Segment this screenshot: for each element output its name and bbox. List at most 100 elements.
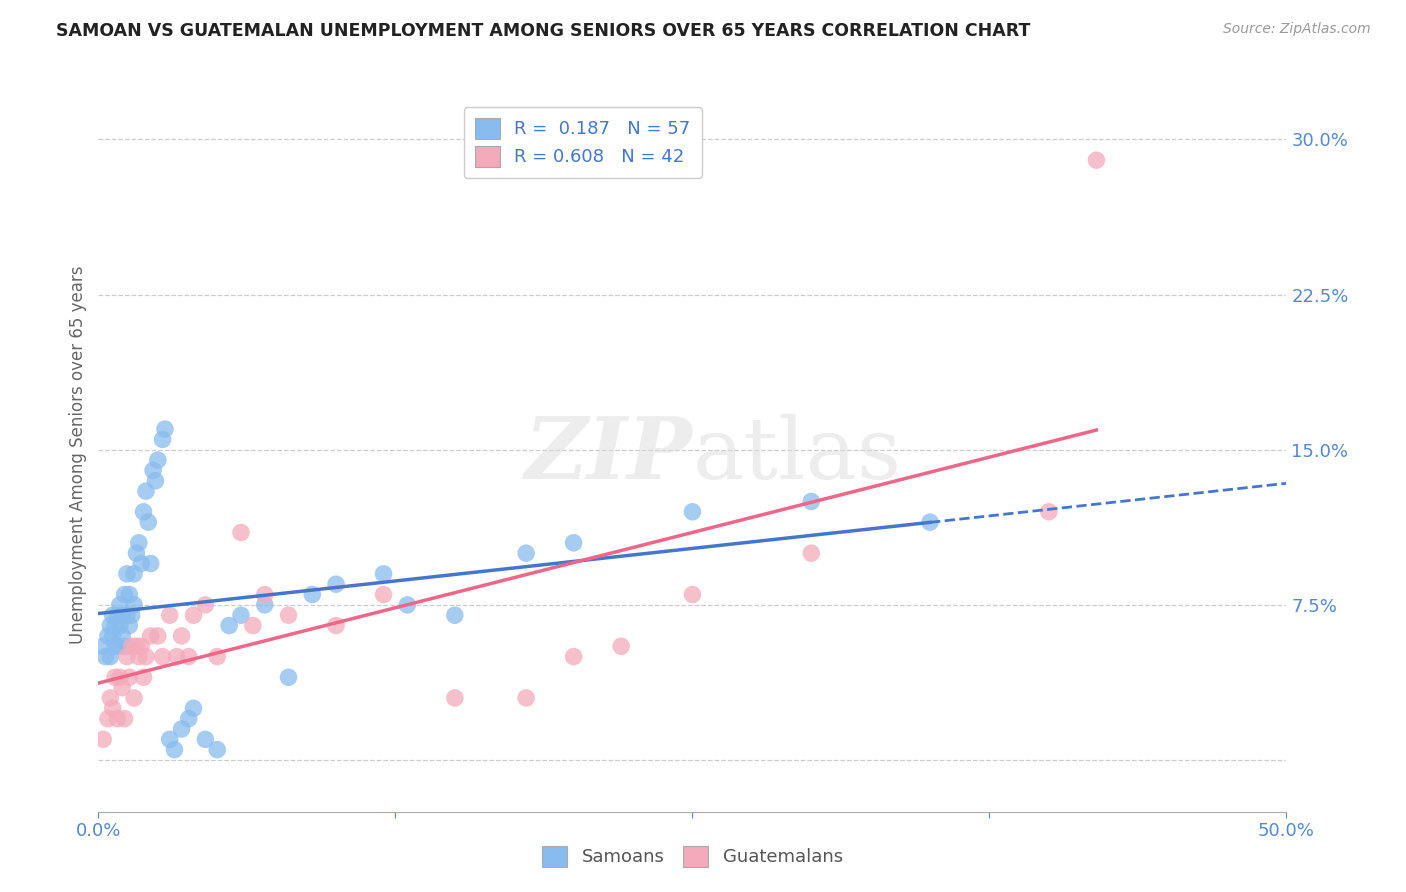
- Point: [135, 484, 157, 499]
- Point: [118, 618, 141, 632]
- Point: [207, 649, 229, 664]
- Point: [800, 494, 823, 508]
- Point: [135, 649, 157, 664]
- Text: Source: ZipAtlas.com: Source: ZipAtlas.com: [1223, 22, 1371, 37]
- Point: [121, 608, 143, 623]
- Point: [125, 546, 148, 560]
- Point: [373, 566, 395, 581]
- Point: [94, 649, 117, 664]
- Point: [108, 618, 131, 632]
- Point: [139, 557, 162, 571]
- Point: [562, 649, 585, 664]
- Point: [128, 536, 150, 550]
- Point: [107, 608, 129, 623]
- Point: [128, 649, 150, 664]
- Point: [194, 598, 217, 612]
- Point: [159, 732, 181, 747]
- Point: [104, 618, 127, 632]
- Point: [118, 670, 141, 684]
- Point: [104, 639, 127, 653]
- Point: [107, 639, 129, 653]
- Point: [253, 598, 276, 612]
- Point: [111, 681, 134, 695]
- Point: [159, 608, 181, 623]
- Point: [108, 598, 131, 612]
- Point: [104, 670, 127, 684]
- Point: [98, 618, 121, 632]
- Point: [277, 670, 299, 684]
- Point: [325, 618, 347, 632]
- Point: [108, 670, 131, 684]
- Point: [152, 649, 174, 664]
- Point: [91, 639, 114, 653]
- Point: [122, 598, 145, 612]
- Point: [118, 588, 141, 602]
- Point: [132, 670, 155, 684]
- Text: atlas: atlas: [693, 413, 901, 497]
- Text: ZIP: ZIP: [524, 413, 693, 497]
- Point: [444, 608, 467, 623]
- Point: [1038, 505, 1060, 519]
- Point: [101, 608, 124, 623]
- Point: [98, 649, 121, 664]
- Point: [207, 742, 229, 756]
- Point: [111, 608, 134, 623]
- Point: [229, 525, 252, 540]
- Text: SAMOAN VS GUATEMALAN UNEMPLOYMENT AMONG SENIORS OVER 65 YEARS CORRELATION CHART: SAMOAN VS GUATEMALAN UNEMPLOYMENT AMONG …: [56, 22, 1031, 40]
- Point: [115, 649, 138, 664]
- Point: [121, 639, 143, 653]
- Point: [177, 649, 200, 664]
- Point: [122, 690, 145, 705]
- Point: [142, 463, 165, 477]
- Point: [183, 701, 205, 715]
- Point: [115, 566, 138, 581]
- Point: [114, 639, 136, 653]
- Point: [800, 546, 823, 560]
- Point: [373, 588, 395, 602]
- Point: [682, 588, 704, 602]
- Point: [129, 557, 152, 571]
- Point: [170, 629, 193, 643]
- Point: [114, 712, 136, 726]
- Point: [682, 505, 704, 519]
- Point: [166, 649, 188, 664]
- Point: [920, 515, 942, 529]
- Point: [145, 474, 167, 488]
- Point: [122, 566, 145, 581]
- Point: [97, 629, 120, 643]
- Point: [562, 536, 585, 550]
- Point: [115, 608, 138, 623]
- Point: [146, 629, 169, 643]
- Point: [177, 712, 200, 726]
- Point: [325, 577, 347, 591]
- Point: [610, 639, 633, 653]
- Point: [515, 690, 537, 705]
- Point: [1085, 153, 1108, 168]
- Point: [114, 588, 136, 602]
- Point: [218, 618, 240, 632]
- Point: [107, 712, 129, 726]
- Legend: Samoans, Guatemalans: Samoans, Guatemalans: [534, 838, 851, 874]
- Point: [146, 453, 169, 467]
- Point: [91, 732, 114, 747]
- Point: [183, 608, 205, 623]
- Y-axis label: Unemployment Among Seniors over 65 years: Unemployment Among Seniors over 65 years: [69, 266, 87, 644]
- Point: [98, 690, 121, 705]
- Point: [136, 515, 159, 529]
- Point: [229, 608, 252, 623]
- Point: [125, 639, 148, 653]
- Point: [444, 690, 467, 705]
- Point: [101, 701, 124, 715]
- Point: [253, 588, 276, 602]
- Point: [132, 505, 155, 519]
- Point: [139, 629, 162, 643]
- Point: [301, 588, 323, 602]
- Point: [170, 722, 193, 736]
- Point: [101, 629, 124, 643]
- Point: [242, 618, 264, 632]
- Point: [277, 608, 299, 623]
- Point: [152, 433, 174, 447]
- Point: [515, 546, 537, 560]
- Point: [163, 742, 186, 756]
- Point: [194, 732, 217, 747]
